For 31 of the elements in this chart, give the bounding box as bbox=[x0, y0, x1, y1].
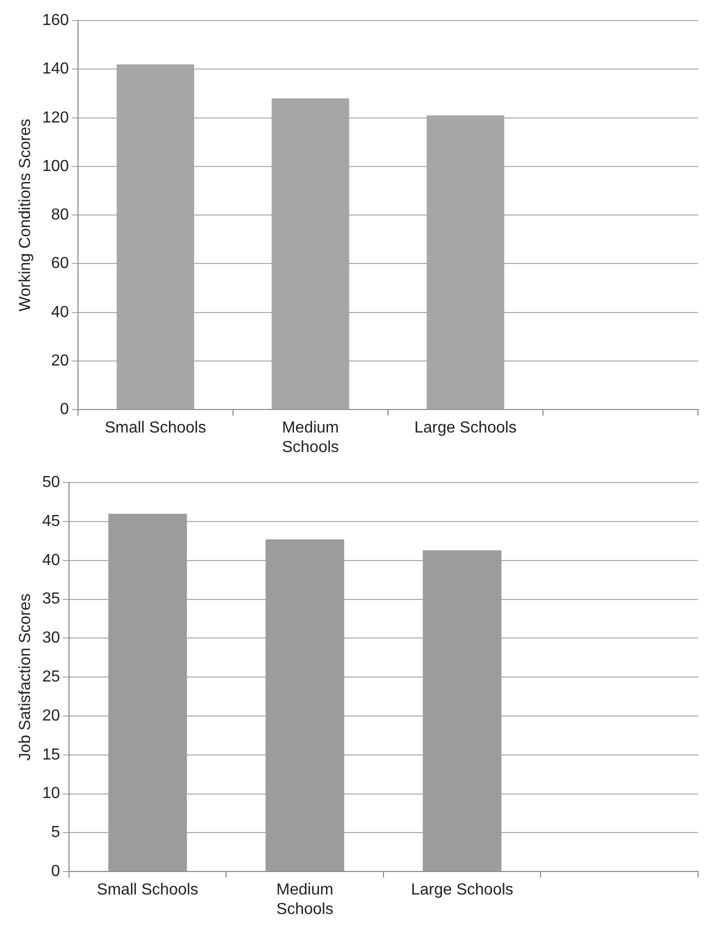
y-tick-label: 40 bbox=[51, 304, 69, 321]
y-tick-label: 45 bbox=[42, 512, 60, 530]
y-tick-label: 10 bbox=[42, 785, 60, 802]
y-tick-label: 80 bbox=[51, 206, 69, 224]
y-tick-label: 15 bbox=[42, 746, 60, 764]
y-tick-label: 0 bbox=[60, 401, 69, 418]
y-tick-label: 140 bbox=[42, 60, 69, 78]
y-tick-label: 20 bbox=[42, 707, 60, 724]
y-tick-label: 30 bbox=[42, 630, 60, 647]
x-tick-label: Large Schools bbox=[410, 882, 514, 899]
y-axis-title: Working Conditions Scores bbox=[17, 118, 34, 312]
y-tick-label: 35 bbox=[42, 590, 60, 608]
y-tick-label: 40 bbox=[42, 552, 60, 569]
y-tick-label: 0 bbox=[51, 863, 60, 880]
y-tick-label: 60 bbox=[51, 255, 69, 272]
bar bbox=[108, 514, 187, 872]
x-tick-label: Medium Schools bbox=[282, 420, 339, 456]
y-tick-label: 100 bbox=[42, 158, 69, 175]
x-tick-label: Large Schools bbox=[414, 420, 517, 437]
x-tick-label: Small Schools bbox=[96, 882, 198, 899]
y-tick-label: 120 bbox=[42, 109, 69, 126]
y-axis-title: Job Satisfaction Scores bbox=[17, 594, 34, 761]
y-tick-label: 20 bbox=[51, 352, 69, 370]
y-tick-label: 5 bbox=[51, 824, 60, 842]
x-tick-label: Small Schools bbox=[104, 420, 206, 437]
y-tick-label: 160 bbox=[42, 12, 69, 30]
bar bbox=[266, 539, 344, 872]
bar bbox=[422, 550, 502, 872]
y-tick-label: 50 bbox=[42, 474, 60, 492]
y-tick-label: 25 bbox=[42, 668, 60, 686]
x-tick-label: Medium Schools bbox=[276, 882, 334, 918]
